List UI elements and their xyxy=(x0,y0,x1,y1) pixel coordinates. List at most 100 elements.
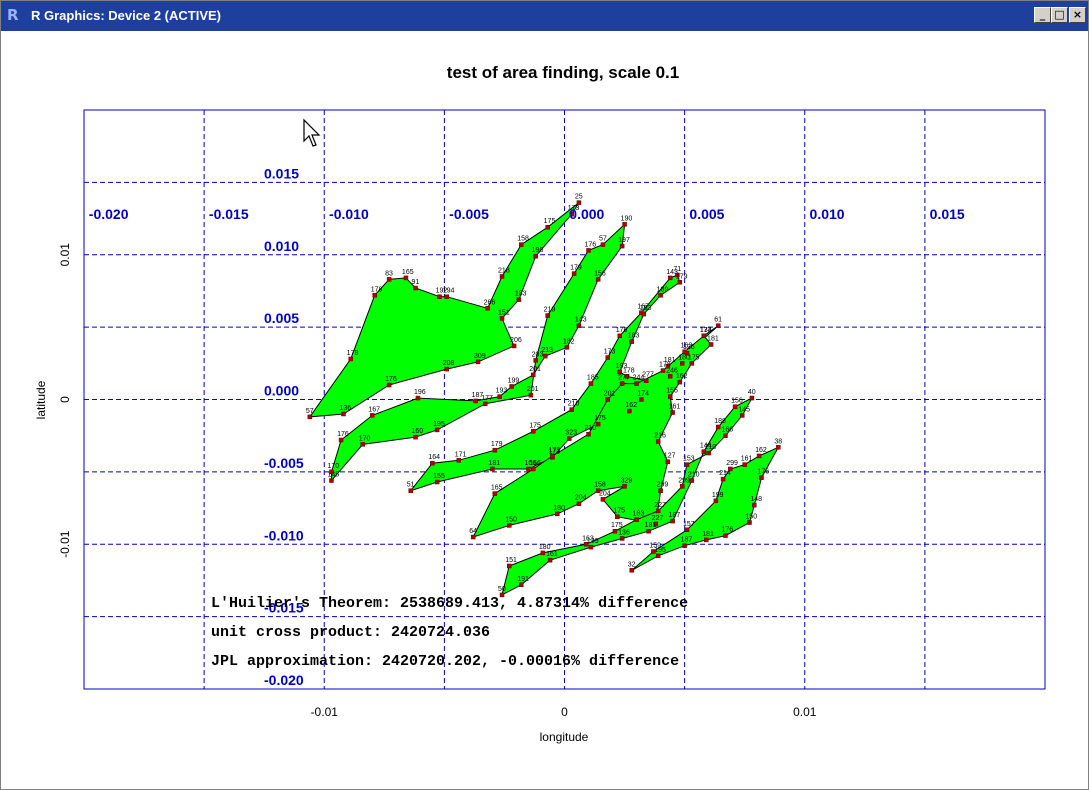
vertex-point xyxy=(641,311,647,317)
vertex-label: 162 xyxy=(755,447,767,454)
vertex-point xyxy=(519,242,524,247)
maximize-button[interactable]: □ xyxy=(1051,7,1068,23)
vertex-label: 161 xyxy=(546,551,558,558)
vertex-point xyxy=(360,442,365,447)
vertex-point xyxy=(499,316,505,321)
vertex-point xyxy=(329,478,334,483)
vertex-point xyxy=(437,294,442,299)
vertex-label: 187 xyxy=(669,512,681,519)
vertex-point xyxy=(605,355,610,360)
close-button[interactable]: × xyxy=(1069,7,1086,23)
vertex-point xyxy=(643,378,649,383)
vertex-point xyxy=(665,363,671,369)
vertex-label: 219 xyxy=(544,307,556,314)
vertex-label: 148 xyxy=(750,496,762,503)
grid-label-y: -0.020 xyxy=(264,672,304,688)
vertex-point xyxy=(667,275,673,281)
minimize-button[interactable]: _ xyxy=(1034,7,1051,23)
vertex-label: 50 xyxy=(498,586,506,593)
vertex-point xyxy=(622,484,627,489)
vertex-point xyxy=(588,544,594,550)
vertex-label: 175 xyxy=(613,508,625,515)
vertex-label: 181 xyxy=(645,522,657,529)
vertex-label: 161 xyxy=(669,404,681,411)
vertex-label: 71 xyxy=(673,266,681,273)
vertex-label: 179 xyxy=(676,273,688,280)
vertex-label: 187 xyxy=(681,537,693,544)
vertex-label: 210 xyxy=(688,472,700,479)
vertex-point xyxy=(482,401,488,407)
vertex-label: 208 xyxy=(443,360,455,367)
vertex-label: 145 xyxy=(738,406,750,413)
chart-svg: test of area finding, scale 0.1 57 178 178… xyxy=(34,63,1046,744)
vertex-label: 150 xyxy=(745,514,757,521)
vertex-label: 25 xyxy=(575,194,583,201)
vertex-label: 150 xyxy=(505,516,517,523)
vertex-label: 160 xyxy=(412,428,424,435)
vertex-label: 176 xyxy=(385,376,397,383)
vertex-label: 177 xyxy=(481,395,493,402)
vertex-point xyxy=(569,407,574,412)
vertex-label: 299 xyxy=(678,477,690,484)
vertex-label: 153 xyxy=(683,456,695,463)
vertex-point xyxy=(569,211,574,217)
vertex-point xyxy=(682,543,687,548)
grid-label-x: -0.010 xyxy=(329,206,369,222)
vertex-label: 299 xyxy=(657,482,669,489)
vertex-label: 181 xyxy=(488,460,500,467)
vertex-label: 136 xyxy=(339,405,351,412)
vertex-label: 155 xyxy=(433,473,445,480)
vertex-label: 329 xyxy=(621,477,633,484)
vertex-label: 164 xyxy=(428,454,440,461)
vertex-point xyxy=(571,271,577,276)
vertex-point xyxy=(701,449,707,454)
vertex-point xyxy=(338,437,344,443)
vertex-label: 197 xyxy=(618,237,630,244)
chart-title: test of area finding, scale 0.1 xyxy=(447,63,679,82)
vertex-label: 196 xyxy=(414,389,426,396)
vertex-label: 159 xyxy=(649,542,661,549)
vertex-point xyxy=(655,508,661,514)
vertex-point xyxy=(386,382,392,388)
vertex-label: 195 xyxy=(654,547,666,554)
y-tick-label: -0.01 xyxy=(58,530,72,558)
vertex-label: 167 xyxy=(637,304,649,311)
vertex-point xyxy=(682,349,687,354)
vertex-point xyxy=(660,368,666,373)
vertex-point xyxy=(679,484,685,489)
vertex-point xyxy=(531,429,536,434)
vertex-label: 183 xyxy=(628,333,640,340)
plot-area: test of area finding, scale 0.1 57 178 178… xyxy=(1,31,1088,789)
grid-label-x: 0.000 xyxy=(569,206,604,222)
vertex-label: 227 xyxy=(654,502,666,509)
vertex-label: 143 xyxy=(666,269,678,276)
vertex-label: 64 xyxy=(469,528,477,535)
vertex-point xyxy=(703,537,709,543)
vertex-label: 193 xyxy=(496,388,508,395)
vertex-point xyxy=(667,374,673,379)
vertex-point xyxy=(619,243,625,249)
vertex-point xyxy=(506,523,512,528)
area-polygon xyxy=(472,335,712,538)
vertex-label: 51 xyxy=(407,482,415,489)
area-polygon xyxy=(331,223,626,482)
vertex-point xyxy=(595,421,601,427)
title-bar[interactable]: R R Graphics: Device 2 (ACTIVE) _ □ × xyxy=(1,1,1088,31)
vertex-label: 178 xyxy=(371,286,383,293)
vertex-label: 210 xyxy=(568,401,580,408)
vertex-label: 183 xyxy=(633,511,645,518)
vertex-label: 162 xyxy=(676,373,688,380)
y-axis-label: latitude xyxy=(34,380,48,419)
vertex-label: 158 xyxy=(517,236,529,243)
vertex-point xyxy=(586,248,591,253)
vertex-point xyxy=(732,404,738,409)
vertex-label: 175 xyxy=(544,218,556,225)
vertex-point xyxy=(612,528,618,534)
vertex-point xyxy=(706,450,711,456)
vertex-point xyxy=(456,458,462,463)
vertex-point xyxy=(434,479,440,485)
vertex-label: 158 xyxy=(594,482,606,489)
vertex-label: 91 xyxy=(412,279,420,286)
vertex-point xyxy=(540,550,546,556)
